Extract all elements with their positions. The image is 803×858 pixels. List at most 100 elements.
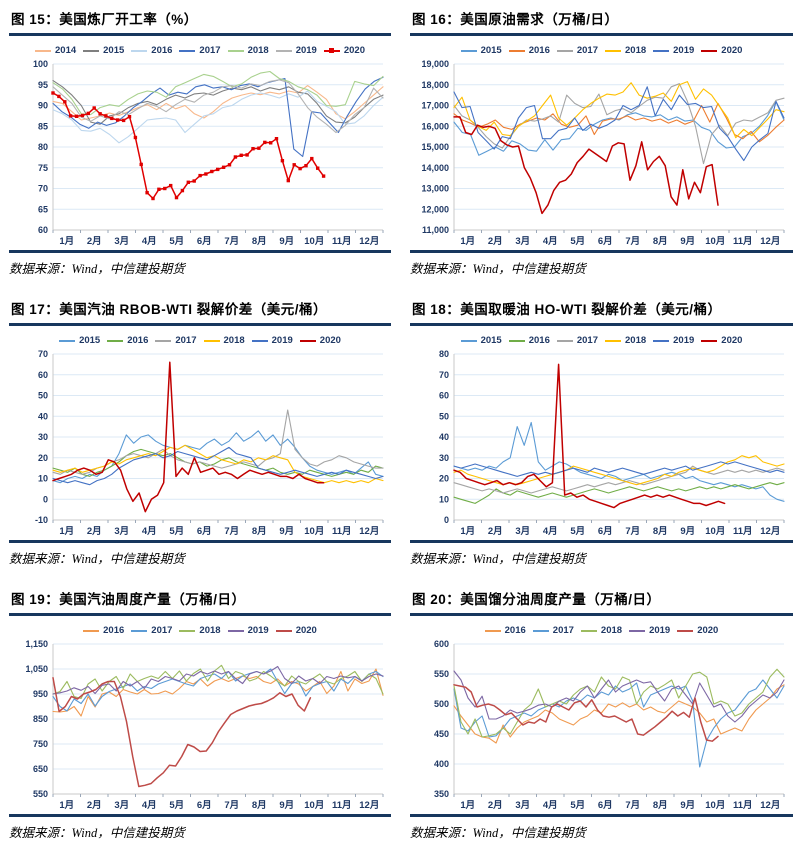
series-2019 [453,86,785,162]
svg-text:95: 95 [38,80,48,90]
series-2016 [52,448,384,477]
axis-grid: 0 10 20 30 40 50 60 70 80 1月 2月 3月 4月 5月 6月 7月 8月 9月 10月 11… [439,349,785,537]
svg-text:18,000: 18,000 [421,80,449,90]
legend-swatch [605,49,621,52]
svg-text:4月: 4月 [543,236,558,247]
svg-text:1月: 1月 [460,236,475,247]
series-2015 [453,100,785,156]
svg-text:9月: 9月 [680,236,695,247]
svg-text:50: 50 [38,391,48,401]
figure-title: 图 16：美国原油需求（万桶/日） [412,12,619,27]
legend-label: 2020 [295,625,317,636]
legend-label: 2018 [247,45,269,56]
series-2020 [453,363,726,509]
svg-text:11月: 11月 [332,236,352,247]
legend-swatch [701,339,718,342]
legend-label: 2017 [199,45,221,56]
legend-label: 2018 [625,335,647,346]
legend-label: 2020 [343,45,365,56]
svg-text:10: 10 [439,494,449,504]
svg-text:17,000: 17,000 [421,101,449,111]
svg-text:7月: 7月 [224,236,239,247]
legend-label: 2019 [673,335,695,346]
legend-item-2018: 2018 [227,45,269,56]
legend-label: 2020 [721,335,743,346]
svg-text:30: 30 [38,432,48,442]
legend-item-2014: 2014 [35,45,76,56]
figure-panel-15: 图 15：美国炼厂开工率（%） 2014 2015 2016 2017 2018 2019… [0,0,401,290]
svg-text:850: 850 [33,714,48,724]
svg-text:4月: 4月 [543,800,558,811]
svg-text:3月: 3月 [114,236,129,247]
svg-text:11,000: 11,000 [422,225,449,235]
svg-text:5月: 5月 [570,236,585,247]
axis-grid: 350 400 450 500 550 600 1月 2月 3月 4月 5月 6月 7月 8月 9月 10月 1… [434,639,785,811]
legend-label: 2015 [480,335,502,346]
svg-text:60: 60 [38,225,48,235]
svg-text:4月: 4月 [142,236,157,247]
svg-text:13,000: 13,000 [421,184,449,194]
data-source: 数据来源：Wind，中信建投期货 [9,826,185,840]
svg-text:12月: 12月 [760,526,780,537]
svg-text:2月: 2月 [87,236,102,247]
series-2016 [52,90,384,144]
svg-text:16,000: 16,000 [421,121,449,131]
legend-item-2016: 2016 [508,45,550,56]
legend-label: 2019 [247,625,269,636]
separator-rule [410,250,793,253]
legend-item-2016: 2016 [484,625,526,636]
svg-text:550: 550 [434,669,449,679]
svg-text:8月: 8月 [252,526,267,537]
series-2020-markers [51,91,326,201]
series-2018 [453,668,785,738]
legend-label: 2015 [79,335,101,346]
series-2017 [52,668,384,712]
legend-label: 2018 [625,45,647,56]
series-2016 [453,482,785,504]
svg-text:8月: 8月 [653,526,668,537]
series-2016 [453,684,785,744]
legend-label: 2018 [600,625,623,636]
legend-item-2019: 2019 [275,45,317,56]
legend-label: 2019 [673,45,695,56]
series-2020 [52,677,312,788]
svg-text:12月: 12月 [760,236,780,247]
svg-text:60: 60 [38,370,48,380]
data-source: 数据来源：Wind，中信建投期货 [410,262,586,276]
series-2018 [52,664,384,700]
legend-label: 2020 [319,335,341,346]
svg-text:11月: 11月 [733,800,753,811]
legend-item-2015: 2015 [460,45,502,56]
svg-text:600: 600 [434,639,449,649]
legend-swatch [580,629,597,632]
legend-swatch [83,629,100,632]
svg-text:19,000: 19,000 [421,59,449,69]
chart-legend: 2015 2016 2017 2018 2019 2020 [9,334,391,347]
separator-rule [410,540,793,543]
legend-swatch [508,49,525,52]
svg-text:5月: 5月 [570,800,585,811]
series-2019 [52,446,384,486]
separator-rule [9,250,391,253]
svg-text:1月: 1月 [59,800,74,811]
svg-text:3月: 3月 [114,800,129,811]
svg-text:7月: 7月 [224,526,239,537]
svg-text:12月: 12月 [359,526,379,537]
svg-text:750: 750 [33,739,48,749]
legend-item-2019: 2019 [629,625,670,636]
legend-item-2017: 2017 [556,45,598,56]
svg-text:80: 80 [38,142,48,152]
legend-item-2020: 2020 [701,335,742,346]
svg-text:500: 500 [434,699,449,709]
svg-text:4月: 4月 [142,800,157,811]
svg-text:1月: 1月 [460,526,475,537]
svg-text:6月: 6月 [598,800,613,811]
svg-text:10月: 10月 [705,236,725,247]
chart-legend: 2015 2016 2017 2018 2019 2020 [410,334,793,347]
svg-text:10: 10 [38,474,48,484]
svg-text:2月: 2月 [87,800,102,811]
legend-swatch [653,339,670,342]
svg-text:70: 70 [439,370,449,380]
legend-item-2018: 2018 [605,335,646,346]
data-source: 数据来源：Wind，中信建投期货 [410,826,586,840]
